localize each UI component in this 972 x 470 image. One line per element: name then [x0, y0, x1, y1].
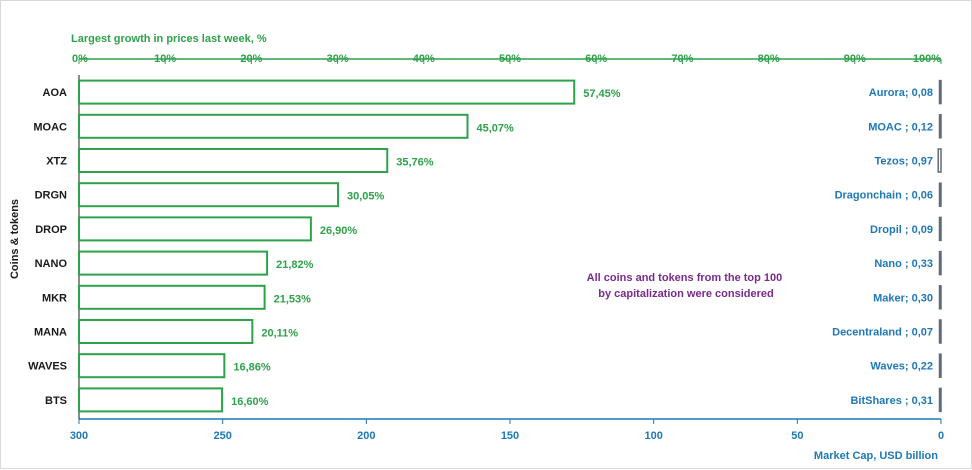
market-cap-bar: [938, 319, 942, 344]
market-cap-label: Waves; 0,22: [870, 361, 933, 373]
top-axis-tick-label: 20%: [240, 53, 262, 65]
bottom-axis-tick-label: 50: [791, 430, 803, 442]
growth-bar: [78, 319, 254, 344]
bottom-axis-tick-label: 150: [501, 430, 519, 442]
top-axis-tick-label: 50%: [499, 53, 521, 65]
growth-value-label: 20,11%: [261, 328, 298, 340]
bottom-axis-tick-label: 250: [213, 430, 231, 442]
market-cap-bar: [938, 353, 942, 378]
growth-bar: [78, 79, 576, 105]
growth-bar: [78, 250, 269, 276]
bottom-axis-tick-label: 0: [938, 430, 944, 442]
growth-bar: [78, 353, 226, 379]
market-cap-label: Maker; 0,30: [873, 292, 933, 304]
growth-value-label: 21,53%: [274, 293, 312, 305]
bottom-axis-tick-label: 300: [70, 430, 88, 442]
growth-value-label: 16,60%: [231, 396, 269, 408]
category-label: MOAC: [33, 121, 67, 133]
chart-title: Largest growth in prices last week, %: [71, 33, 267, 45]
category-label: BTS: [45, 395, 67, 407]
bottom-axis-label: Market Cap, USD billion: [814, 450, 938, 462]
growth-value-label: 45,07%: [477, 122, 515, 134]
top-axis-tick-label: 40%: [413, 53, 435, 65]
growth-value-label: 35,76%: [396, 157, 434, 169]
market-cap-label: MOAC ; 0,12: [868, 121, 933, 133]
top-axis-tick-label: 80%: [758, 53, 780, 65]
chart-marks: 0% 10% 20% 30% 40% 50% 60% 70% 80% 90% 100% 300 250 2…: [28, 53, 944, 442]
top-axis-tick-label: 10%: [154, 53, 176, 65]
market-cap-bar: [938, 182, 942, 207]
top-axis-tick-label: 90%: [844, 53, 866, 65]
market-cap-bar: [938, 114, 942, 139]
market-cap-label: Aurora; 0,08: [869, 87, 933, 99]
top-axis-tick-label: 0%: [72, 53, 88, 65]
market-cap-bar: [938, 250, 942, 276]
category-label: WAVES: [28, 361, 67, 373]
growth-bar: [78, 148, 389, 173]
top-axis-tick-label: 60%: [585, 53, 607, 65]
category-label: DRGN: [35, 190, 67, 202]
annotation-line-1: All coins and tokens from the top 100: [587, 272, 783, 284]
bottom-axis-tick-label: 200: [357, 430, 375, 442]
growth-value-label: 26,90%: [320, 225, 358, 237]
market-cap-bar: [938, 387, 942, 413]
growth-bar: [78, 182, 340, 208]
category-label: DROP: [35, 224, 67, 236]
growth-bar: [78, 216, 312, 242]
category-label: AOA: [43, 87, 68, 99]
top-axis-tick-label: 100%: [913, 53, 941, 65]
market-cap-bar: [938, 216, 942, 242]
market-cap-label: Tezos; 0,97: [875, 156, 934, 168]
category-label: MANA: [34, 327, 67, 339]
growth-bar: [78, 284, 266, 310]
market-cap-bar: [937, 148, 942, 173]
market-cap-label: Nano ; 0,33: [874, 258, 933, 270]
market-cap-label: BitShares ; 0,31: [850, 395, 933, 407]
market-cap-label: Decentraland ; 0,07: [832, 327, 933, 339]
growth-value-label: 16,86%: [233, 362, 271, 374]
market-cap-label: Dragonchain ; 0,06: [835, 190, 933, 202]
top-axis-tick-label: 30%: [327, 53, 349, 65]
growth-value-label: 57,45%: [583, 88, 621, 100]
market-cap-label: Dropil ; 0,09: [870, 224, 933, 236]
growth-bar: [78, 387, 224, 413]
market-cap-bar: [938, 285, 942, 310]
bottom-axis-tick-label: 100: [644, 430, 662, 442]
growth-bar: [78, 113, 469, 139]
market-cap-bar: [938, 79, 942, 105]
y-axis-label: Coins & tokens: [9, 199, 21, 279]
annotation-note: All coins and tokens from the top 100 by…: [587, 272, 786, 300]
growth-value-label: 30,05%: [347, 191, 385, 203]
top-axis-tick-label: 70%: [671, 53, 693, 65]
annotation-line-2: by capitalization were considered: [598, 288, 773, 300]
category-label: MKR: [42, 292, 67, 304]
growth-value-label: 21,82%: [276, 259, 314, 271]
category-label: NANO: [35, 258, 68, 270]
category-label: XTZ: [46, 156, 67, 168]
